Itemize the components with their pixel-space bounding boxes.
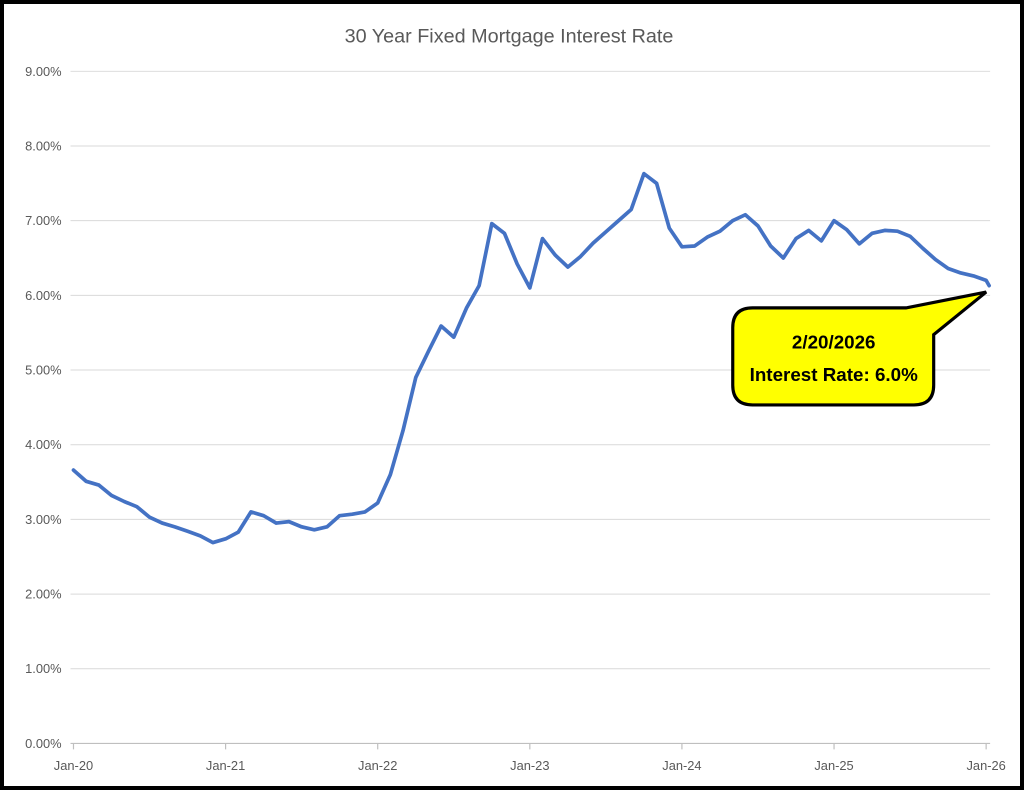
x-tick-label: Jan-25 [814, 758, 853, 773]
x-tick-label: Jan-23 [510, 758, 549, 773]
x-tick-label: Jan-20 [54, 758, 93, 773]
x-axis: Jan-20 Jan-21 Jan-22 Jan-23 Jan-24 Jan-25 Jan-… [54, 742, 1006, 773]
y-tick-label: 9.00% [25, 64, 61, 79]
x-tick-label: Jan-26 [966, 758, 1005, 773]
callout-rate: Interest Rate: 6.0% [750, 364, 918, 385]
y-tick-label: 2.00% [25, 587, 61, 602]
chart-title: 30 Year Fixed Mortgage Interest Rate [345, 26, 674, 48]
rate-line-series [71, 171, 991, 545]
y-tick-label: 6.00% [25, 288, 61, 303]
y-tick-label: 8.00% [25, 138, 61, 153]
y-tick-label: 0.00% [25, 736, 61, 751]
y-tick-label: 3.00% [25, 512, 61, 527]
gridlines [70, 70, 991, 670]
callout: 2/20/2026 Interest Rate: 6.0% [731, 290, 988, 407]
y-tick-label: 4.00% [25, 437, 61, 452]
y-tick-label: 7.00% [25, 213, 61, 228]
mortgage-rate-chart: 30 Year Fixed Mortgage Interest Rate 0.0… [25, 26, 1006, 774]
y-tick-label: 5.00% [25, 362, 61, 377]
x-tick-label: Jan-24 [662, 758, 701, 773]
y-axis-labels: 0.00% 1.00% 2.00% 3.00% 4.00% 5.00% 6.00% 7.00%… [25, 64, 61, 751]
x-tick-label: Jan-21 [206, 758, 245, 773]
y-tick-label: 1.00% [25, 661, 61, 676]
callout-bubble [731, 290, 988, 407]
x-tick-label: Jan-22 [358, 758, 397, 773]
callout-date: 2/20/2026 [792, 331, 876, 352]
